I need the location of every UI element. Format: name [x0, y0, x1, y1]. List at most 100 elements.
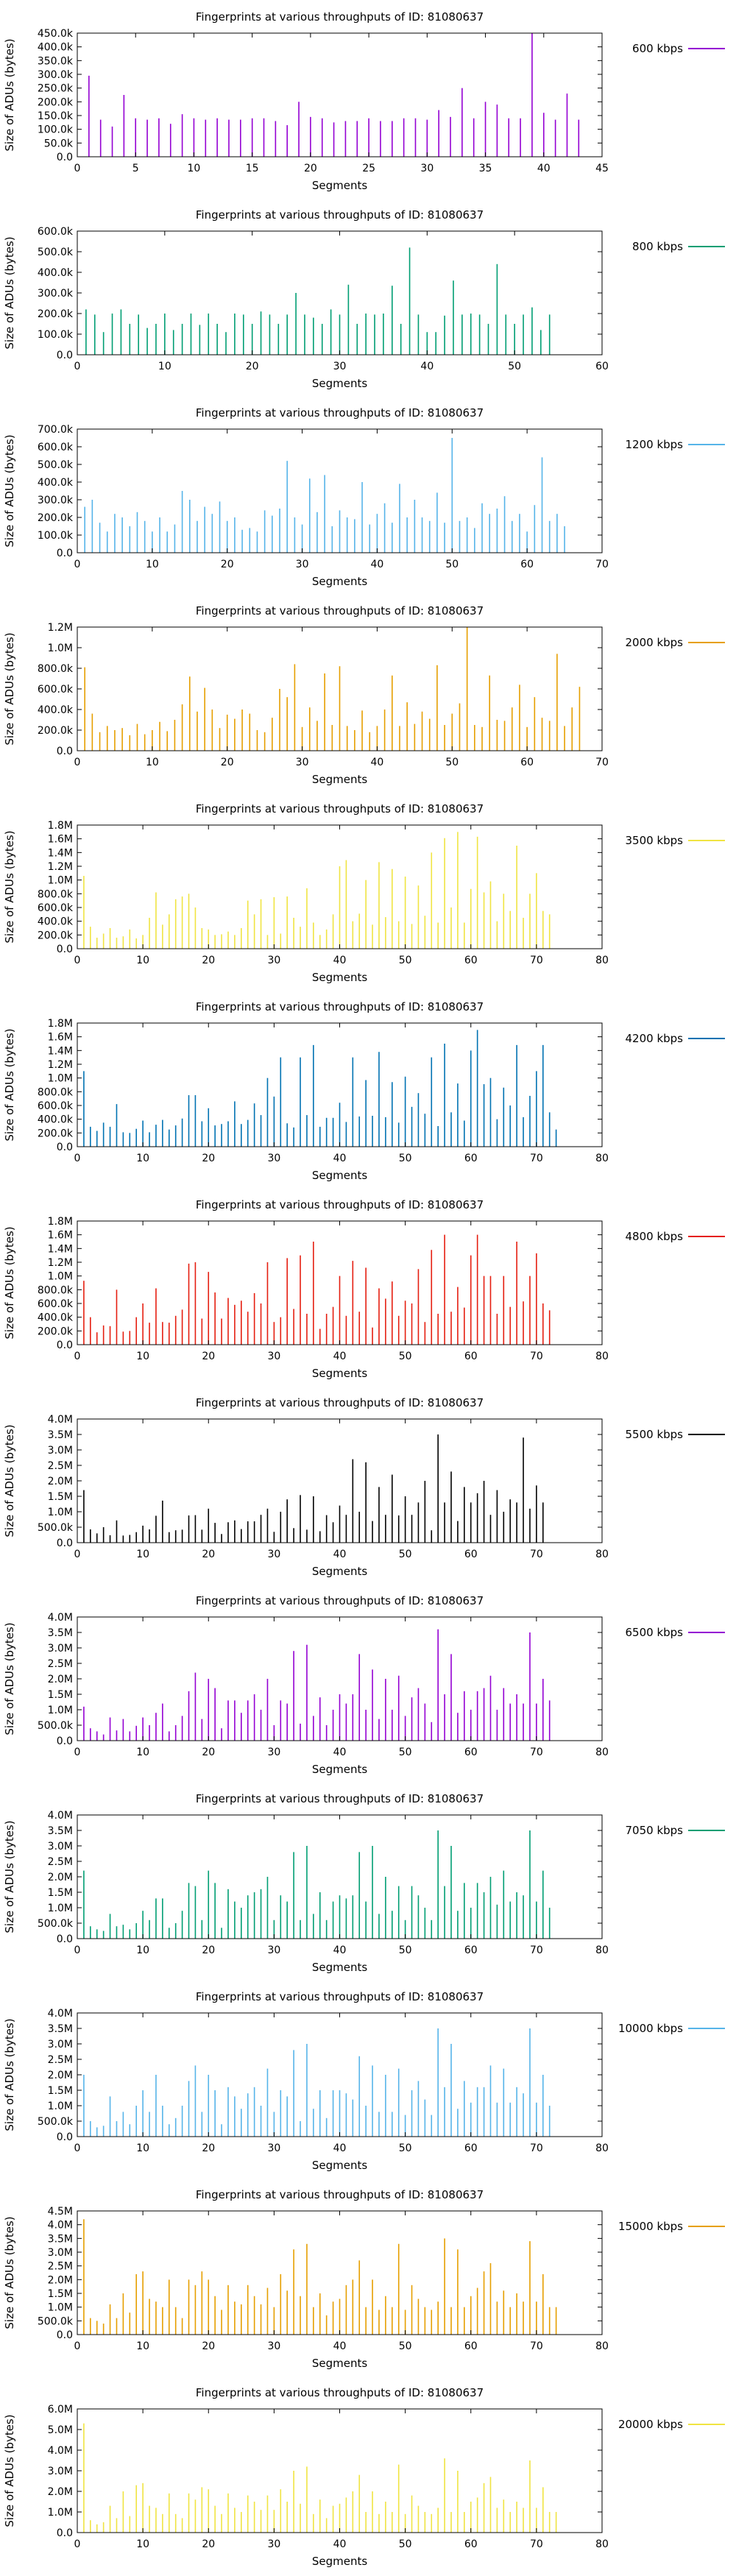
y-axis-label: Size of ADUs (bytes) — [3, 2018, 16, 2131]
y-tick-label: 500.0k — [38, 1720, 74, 1732]
y-tick-label: 200.0k — [38, 1326, 74, 1337]
legend-label: 6500 kbps — [626, 1626, 684, 1639]
x-tick-label: 70 — [530, 1747, 543, 1758]
x-tick-label: 60 — [464, 1549, 478, 1560]
x-tick-label: 20 — [304, 163, 317, 174]
y-tick-label: 3.0M — [48, 2039, 73, 2050]
x-tick-label: 30 — [333, 361, 347, 372]
y-tick-label: 800.0k — [38, 1086, 74, 1098]
x-tick-label: 70 — [530, 955, 543, 966]
x-tick-label: 10 — [136, 2538, 149, 2550]
x-tick-label: 30 — [267, 2340, 280, 2352]
y-tick-label: 2.5M — [48, 1658, 73, 1670]
y-axis-label: Size of ADUs (bytes) — [3, 830, 16, 943]
x-tick-label: 40 — [333, 2538, 347, 2550]
y-axis-label: Size of ADUs (bytes) — [3, 632, 16, 745]
y-tick-label: 150.0k — [38, 110, 74, 122]
x-tick-label: 30 — [267, 1747, 280, 1758]
x-tick-label: 0 — [74, 1351, 81, 1362]
x-tick-label: 80 — [595, 2538, 609, 2550]
y-tick-label: 400.0k — [38, 1312, 74, 1324]
chart-panel: Fingerprints at various throughputs of I… — [3, 604, 725, 786]
y-tick-label: 1.4M — [48, 847, 73, 859]
y-tick-label: 0.0 — [57, 944, 73, 955]
y-tick-label: 1.0M — [48, 1903, 73, 1914]
y-tick-label: 3.5M — [48, 1825, 73, 1837]
x-tick-label: 40 — [420, 361, 434, 372]
legend-label: 4800 kbps — [626, 1230, 684, 1243]
x-axis-label: Segments — [312, 773, 368, 786]
legend-label: 3500 kbps — [626, 834, 684, 847]
y-tick-label: 1.2M — [48, 622, 73, 634]
y-tick-label: 200.0k — [38, 96, 74, 108]
y-tick-label: 2.0M — [48, 2274, 73, 2286]
x-tick-label: 45 — [595, 163, 609, 174]
x-tick-label: 20 — [202, 2340, 215, 2352]
y-tick-label: 1.5M — [48, 2288, 73, 2300]
x-tick-label: 80 — [595, 2340, 609, 2352]
x-axis-label: Segments — [312, 2357, 368, 2370]
y-tick-label: 800.0k — [38, 663, 74, 675]
x-axis-label: Segments — [312, 1763, 368, 1776]
y-tick-label: 500.0k — [38, 1522, 74, 1534]
x-tick-label: 40 — [333, 955, 347, 966]
legend-label: 800 kbps — [632, 240, 683, 253]
y-tick-label: 400.0k — [38, 42, 74, 54]
y-tick-label: 3.5M — [48, 2023, 73, 2035]
y-tick-label: 1.0M — [48, 875, 73, 887]
x-tick-label: 50 — [445, 757, 459, 768]
x-tick-label: 60 — [464, 1747, 478, 1758]
y-tick-label: 600.0k — [38, 442, 74, 453]
x-tick-label: 80 — [595, 1351, 609, 1362]
x-tick-label: 40 — [371, 559, 384, 570]
x-tick-label: 60 — [464, 955, 478, 966]
x-tick-label: 60 — [464, 2340, 478, 2352]
y-tick-label: 1.2M — [48, 861, 73, 873]
x-axis-label: Segments — [312, 971, 368, 984]
y-tick-label: 3.5M — [48, 1429, 73, 1441]
y-tick-label: 1.0M — [48, 643, 73, 654]
x-tick-label: 50 — [399, 1747, 412, 1758]
y-axis-label: Size of ADUs (bytes) — [3, 434, 16, 547]
y-tick-label: 800.0k — [38, 888, 74, 900]
x-tick-label: 0 — [74, 1747, 81, 1758]
x-tick-label: 40 — [371, 757, 384, 768]
chart-title: Fingerprints at various throughputs of I… — [196, 1396, 484, 1409]
chart-title: Fingerprints at various throughputs of I… — [196, 1594, 484, 1607]
y-tick-label: 600.0k — [38, 1298, 74, 1310]
y-axis-label: Size of ADUs (bytes) — [3, 1424, 16, 1537]
x-tick-label: 70 — [530, 1351, 543, 1362]
y-tick-label: 500.0k — [38, 1918, 74, 1930]
x-tick-label: 5 — [132, 163, 139, 174]
y-tick-label: 1.6M — [48, 1032, 73, 1044]
x-tick-label: 10 — [136, 1549, 149, 1560]
x-tick-label: 10 — [136, 1945, 149, 1956]
y-tick-label: 1.5M — [48, 1887, 73, 1899]
y-tick-label: 1.5M — [48, 1491, 73, 1503]
x-tick-label: 60 — [595, 361, 609, 372]
x-axis-label: Segments — [312, 2159, 368, 2172]
y-tick-label: 500.0k — [38, 2116, 74, 2128]
legend-label: 7050 kbps — [626, 1824, 684, 1837]
y-axis-label: Size of ADUs (bytes) — [3, 2216, 16, 2329]
y-tick-label: 400.0k — [38, 267, 74, 279]
x-tick-label: 10 — [188, 163, 201, 174]
legend-label: 15000 kbps — [618, 2220, 683, 2233]
x-tick-label: 0 — [74, 1945, 81, 1956]
x-tick-label: 50 — [399, 1549, 412, 1560]
x-tick-label: 40 — [333, 2340, 347, 2352]
chart-panel: Fingerprints at various throughputs of I… — [3, 10, 725, 192]
chart-panel: Fingerprints at various throughputs of I… — [3, 2386, 725, 2568]
x-tick-label: 60 — [464, 1351, 478, 1362]
y-tick-label: 800.0k — [38, 1284, 74, 1296]
y-tick-label: 400.0k — [38, 704, 74, 716]
x-tick-label: 0 — [74, 955, 81, 966]
x-tick-label: 60 — [520, 757, 534, 768]
y-tick-label: 4.0M — [48, 1810, 73, 1822]
x-tick-label: 10 — [136, 1153, 149, 1164]
x-tick-label: 60 — [464, 1153, 478, 1164]
x-tick-label: 70 — [530, 2340, 543, 2352]
y-tick-label: 250.0k — [38, 83, 74, 95]
x-tick-label: 80 — [595, 955, 609, 966]
y-tick-label: 200.0k — [38, 725, 74, 737]
